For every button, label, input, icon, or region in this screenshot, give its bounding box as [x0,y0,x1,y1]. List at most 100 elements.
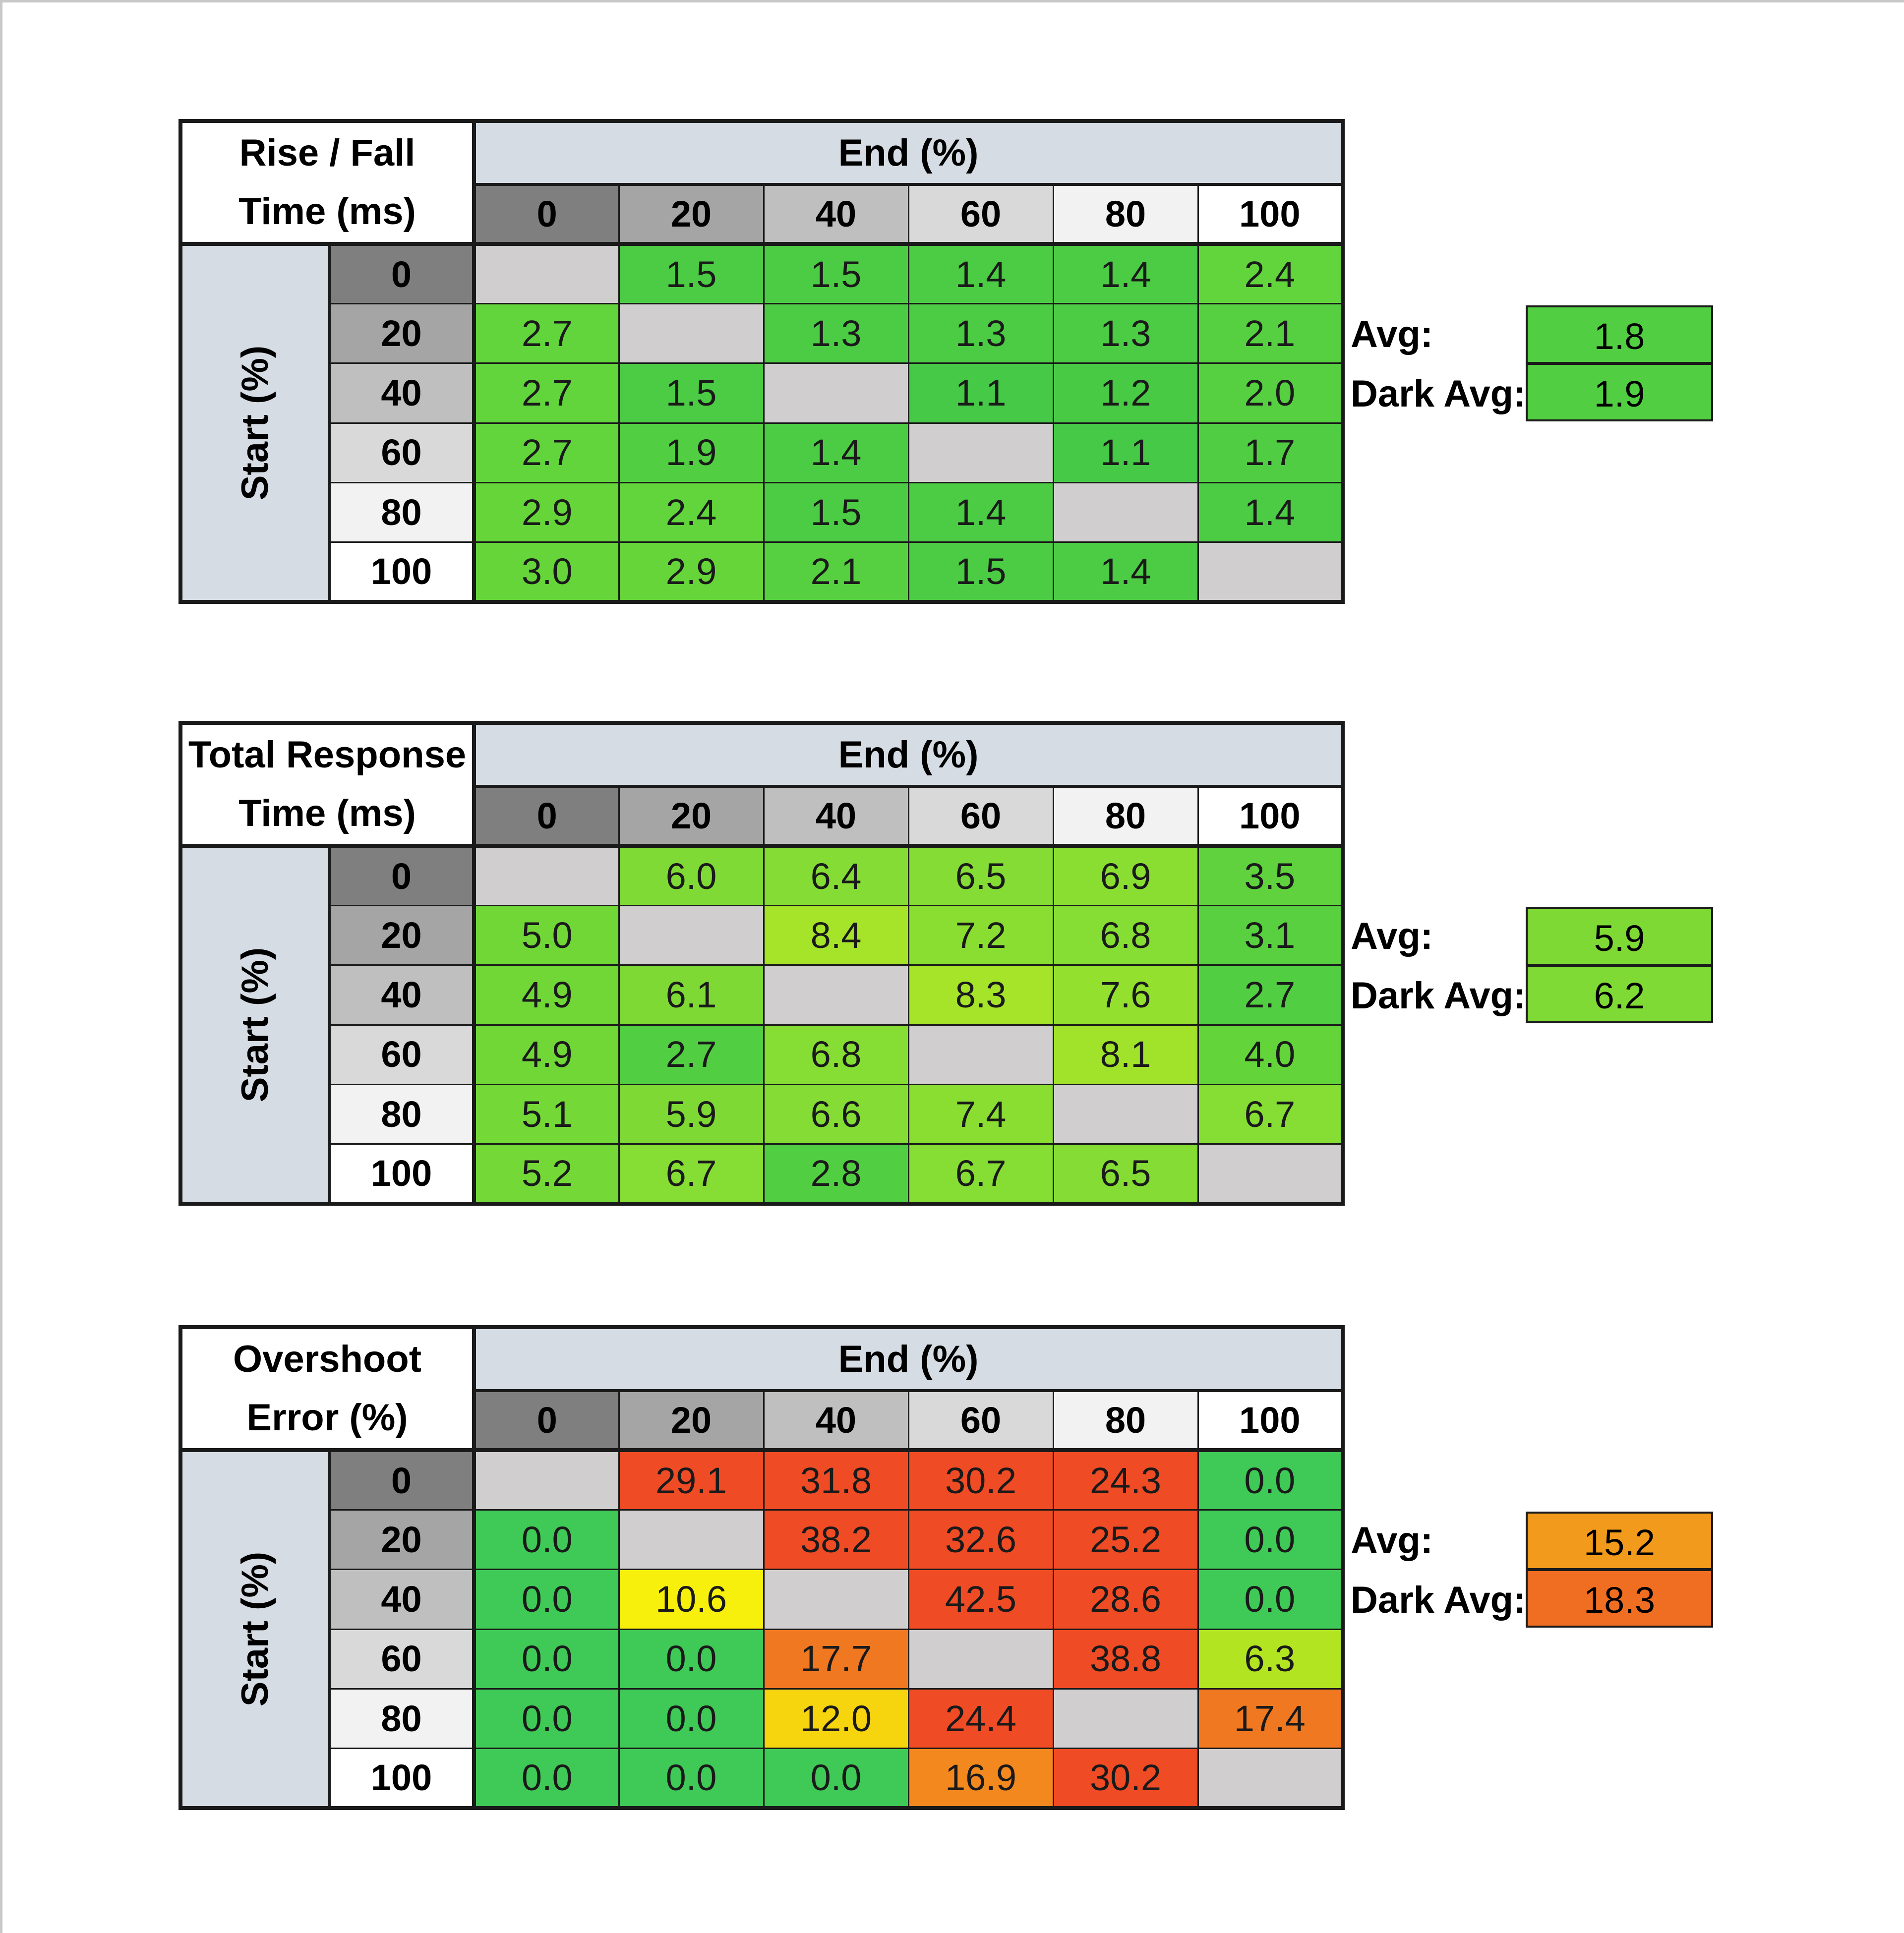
heatmap-cell: 38.8 [1052,1628,1199,1690]
heatmap-cell: 25.2 [1052,1509,1199,1571]
heatmap-cell: 6.8 [763,1024,909,1085]
heatmap-table: Overshoot Error (%) End (%) 0 20 40 60 80 100 Sta… [178,1325,1345,1810]
heatmap-cell-empty [1197,541,1344,603]
heatmap-cell: 24.3 [1052,1449,1199,1511]
heatmap-cell: 4.9 [473,1024,620,1085]
heatmap-cell: 0.0 [473,1509,620,1571]
heatmap-cell: 28.6 [1052,1569,1199,1630]
y-tick-label: 60 [328,422,476,483]
heatmap-cell: 1.9 [618,422,765,483]
heatmap-cell-empty [1197,1748,1344,1809]
x-tick-label: 20 [618,785,765,848]
x-tick-label: 40 [763,183,909,246]
heatmap-cell: 0.0 [1197,1449,1344,1511]
avg-value: 15.2 [1526,1512,1713,1570]
heatmap-cell: 2.7 [618,1024,765,1085]
y-tick-label: 80 [328,1688,476,1750]
x-tick-label: 60 [907,785,1054,848]
heatmap-cell: 2.7 [1197,964,1344,1026]
heatmap-cell: 2.1 [1197,303,1344,364]
heatmap-cell: 6.4 [763,845,909,907]
avg-value: 1.8 [1526,305,1713,364]
y-tick-label: 40 [328,362,476,424]
chart-title-line: Time (ms) [238,792,416,835]
avg-label: Avg: [1351,313,1433,355]
heatmap-cell: 8.4 [763,905,909,966]
heatmap-cell: 3.5 [1197,845,1344,907]
heatmap-cell: 2.7 [473,303,620,364]
dark-avg-label: Dark Avg: [1351,373,1526,415]
heatmap-cell: 6.0 [618,845,765,907]
heatmap-cell: 0.0 [473,1748,620,1809]
heatmap-cell-empty [907,1024,1054,1085]
x-axis-label: End (%) [473,722,1344,788]
x-tick-label: 0 [473,1390,620,1453]
y-tick-label: 60 [328,1628,476,1690]
chart-title-line: Time (ms) [238,190,416,233]
heatmap-cell: 7.6 [1052,964,1199,1026]
heatmap-cell: 6.5 [1052,1143,1199,1205]
chart-title-line: Rise / Fall [239,132,416,175]
heatmap-cell-empty [473,1449,620,1511]
heatmap-cell: 6.7 [1197,1083,1344,1145]
heatmap-cell: 1.5 [763,481,909,543]
heatmap-cell: 10.6 [618,1569,765,1630]
heatmap-cell: 0.0 [473,1628,620,1690]
heatmap-block-2: Total Response Time (ms) End (%) 0 20 40 60 80 1… [0,721,1904,1212]
heatmap-cell: 3.1 [1197,905,1344,966]
heatmap-cell: 24.4 [907,1688,1054,1750]
chart-title: Overshoot Error (%) [179,1326,476,1453]
heatmap-cell: 1.2 [1052,362,1199,424]
y-tick-label: 20 [328,303,476,364]
heatmap-cell-empty [618,303,765,364]
heatmap-cell: 6.8 [1052,905,1199,966]
heatmap-cell-empty [763,1569,909,1630]
heatmap-cell-empty [907,1628,1054,1690]
x-tick-label: 80 [1052,1390,1199,1453]
chart-title-line: Error (%) [246,1397,408,1439]
heatmap-cell: 1.3 [1052,303,1199,364]
heatmap-cell-empty [907,422,1054,483]
y-axis-label: Start (%) [179,845,331,1205]
x-tick-label: 60 [907,1390,1054,1453]
avg-label: Avg: [1351,1520,1433,1562]
heatmap-cell: 1.1 [1052,422,1199,483]
x-tick-label: 20 [618,183,765,246]
heatmap-cell: 8.3 [907,964,1054,1026]
heatmap-cell: 17.4 [1197,1688,1344,1750]
dark-avg-value: 18.3 [1526,1569,1713,1628]
x-axis-label: End (%) [473,120,1344,186]
x-tick-label: 40 [763,785,909,848]
heatmap-cell: 1.4 [763,422,909,483]
y-tick-label: 40 [328,964,476,1026]
heatmap-cell: 0.0 [1197,1509,1344,1571]
y-tick-label: 80 [328,481,476,543]
heatmap-cell: 1.3 [763,303,909,364]
heatmap-cell: 12.0 [763,1688,909,1750]
heatmap-cell: 1.5 [763,243,909,305]
heatmap-cell: 1.5 [618,362,765,424]
x-tick-label: 0 [473,183,620,246]
heatmap-cell: 2.8 [763,1143,909,1205]
x-tick-label: 80 [1052,785,1199,848]
heatmap-cell-empty [473,845,620,907]
heatmap-cell: 32.6 [907,1509,1054,1571]
y-tick-label: 60 [328,1024,476,1085]
heatmap-table: Rise / Fall Time (ms) End (%) 0 20 40 60 80 100 S… [178,119,1345,604]
chart-title-line: Total Response [188,734,467,776]
heatmap-cell: 5.1 [473,1083,620,1145]
heatmap-cell: 0.0 [618,1628,765,1690]
heatmap-cell: 2.4 [618,481,765,543]
heatmap-cell: 7.2 [907,905,1054,966]
heatmap-cell: 1.1 [907,362,1054,424]
x-tick-label: 100 [1197,183,1344,246]
heatmap-cell: 0.0 [473,1688,620,1750]
heatmap-cell: 6.5 [907,845,1054,907]
y-axis-label-text: Start (%) [234,947,276,1103]
heatmap-cell: 1.7 [1197,422,1344,483]
heatmap-cell: 1.3 [907,303,1054,364]
avg-value: 5.9 [1526,907,1713,966]
heatmap-cell: 6.6 [763,1083,909,1145]
heatmap-block-3: Overshoot Error (%) End (%) 0 20 40 60 80 100 Sta… [0,1325,1904,1816]
